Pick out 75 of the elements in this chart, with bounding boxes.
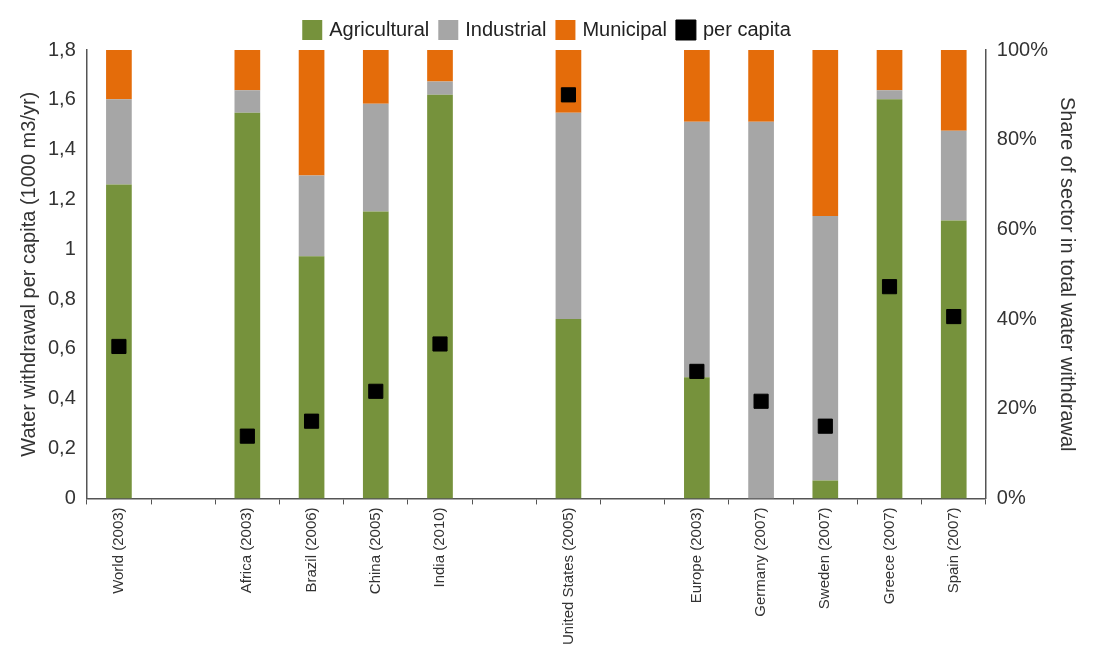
- x-tick-label: Africa (2003): [237, 507, 255, 594]
- x-tick-label: Sweden (2007): [815, 507, 833, 610]
- y-tick-label: 0,4: [47, 386, 76, 409]
- bar: [940, 50, 967, 131]
- bar: [748, 121, 774, 499]
- x-tick-label: China (2005): [365, 507, 383, 595]
- x-tick-label: Europe (2003): [687, 507, 705, 604]
- bar: [684, 50, 710, 122]
- bar: [555, 319, 582, 499]
- x-tick-label: World (2003): [109, 507, 127, 594]
- y-tick-label: 0,6: [47, 336, 76, 359]
- y-axis-title: Water withdrawal per capita (1000 m3/yr): [16, 91, 39, 457]
- y-tick-label: 1,4: [47, 137, 76, 160]
- legend-label: Industrial: [465, 17, 547, 40]
- point: [368, 383, 384, 399]
- x-tick-label: Spain (2007): [943, 507, 961, 594]
- bar: [555, 112, 582, 320]
- legend-label: per capita: [702, 17, 792, 40]
- bar: [106, 184, 132, 499]
- x-tick-label: Brazil (2006): [301, 507, 319, 593]
- point: [303, 413, 320, 429]
- bar: [427, 81, 453, 95]
- bar: [234, 90, 261, 113]
- bar: [684, 121, 710, 378]
- bar: [876, 99, 903, 499]
- bar: [748, 50, 774, 122]
- bar: [812, 480, 839, 499]
- bar: [106, 50, 132, 100]
- x-tick-label: United States (2005): [558, 507, 576, 645]
- bar: [684, 377, 710, 499]
- x-tick-label: India (2010): [430, 507, 448, 588]
- point: [111, 338, 127, 355]
- bar: [940, 220, 967, 499]
- bar: [876, 50, 903, 91]
- x-tick-label: Germany (2007): [751, 507, 769, 617]
- y2-tick-label: 100%: [996, 37, 1049, 60]
- point: [753, 393, 769, 409]
- bar: [427, 50, 453, 82]
- bar: [812, 50, 839, 216]
- bar: [812, 215, 839, 481]
- bar: [106, 99, 132, 185]
- legend-label: Agricultural: [329, 17, 430, 40]
- bar: [362, 50, 389, 104]
- point: [817, 418, 833, 434]
- y-tick-label: 1,6: [47, 87, 76, 110]
- bar: [876, 90, 903, 100]
- bar: [362, 103, 389, 212]
- bar: [298, 50, 325, 176]
- point: [432, 336, 448, 352]
- y2-tick-label: 40%: [996, 306, 1038, 329]
- y-tick-label: 0: [64, 485, 76, 508]
- bar: [298, 256, 325, 499]
- point: [881, 279, 898, 295]
- y2-axis-title: Share of sector in total water withdrawal: [1057, 96, 1080, 452]
- bar: [298, 175, 325, 257]
- bar: [940, 130, 967, 221]
- bar: [234, 50, 261, 91]
- y2-tick-label: 0%: [996, 485, 1026, 508]
- y2-tick-label: 60%: [996, 216, 1038, 239]
- y-tick-label: 0,8: [47, 286, 76, 309]
- point: [560, 87, 577, 103]
- y-tick-label: 1: [64, 236, 76, 259]
- x-tick-label: Greece (2007): [879, 507, 897, 605]
- y2-tick-label: 20%: [996, 396, 1038, 419]
- y-tick-label: 1,2: [47, 186, 76, 209]
- y-tick-label: 1,8: [47, 37, 76, 60]
- point: [239, 428, 255, 444]
- y-tick-label: 0,2: [47, 436, 76, 459]
- y2-tick-label: 80%: [996, 127, 1038, 150]
- legend-label: Municipal: [582, 17, 667, 40]
- point: [689, 363, 705, 379]
- point: [946, 308, 962, 325]
- bar: [362, 211, 389, 499]
- bar: [427, 94, 453, 499]
- bar: [234, 112, 261, 499]
